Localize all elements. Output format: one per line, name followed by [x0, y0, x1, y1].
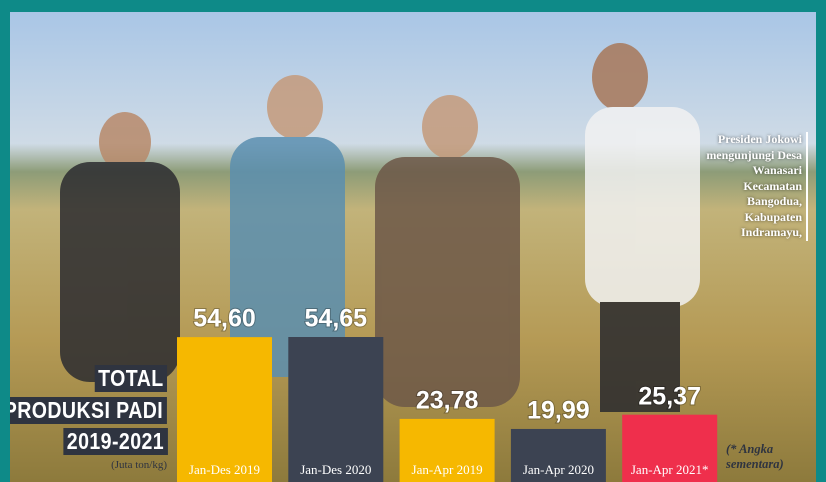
category-label: Jan-Apr 2020	[523, 462, 594, 477]
category-label: Jan-Apr 2019	[412, 462, 483, 477]
page: 54,60 Jan-Des 2019 54,65 Jan-Des 2020 23,78 J…	[0, 0, 826, 482]
bar	[288, 337, 383, 482]
category-label: Jan-Apr 2021*	[631, 462, 709, 477]
value-label: 25,37	[638, 382, 701, 410]
chart-title-line: 2019-2021	[63, 428, 167, 455]
unit-label: (Juta ton/kg)	[111, 459, 167, 471]
chart-title-line: PRODUKSI PADI	[10, 397, 167, 424]
photo-caption: Presiden Jokowi mengunjungi Desa Wanasar…	[692, 132, 808, 241]
photo-panel: 54,60 Jan-Des 2019 54,65 Jan-Des 2020 23,78 J…	[10, 12, 816, 482]
category-label: Jan-Des 2019	[189, 462, 260, 477]
footnote: (* Angka sementara)	[726, 442, 816, 472]
category-label: Jan-Des 2020	[300, 462, 371, 477]
bar	[177, 337, 272, 482]
value-label: 54,60	[193, 305, 256, 333]
value-label: 23,78	[416, 387, 479, 415]
chart-title-line: TOTAL	[95, 365, 167, 392]
value-label: 54,65	[305, 305, 368, 333]
value-label: 19,99	[527, 397, 590, 425]
